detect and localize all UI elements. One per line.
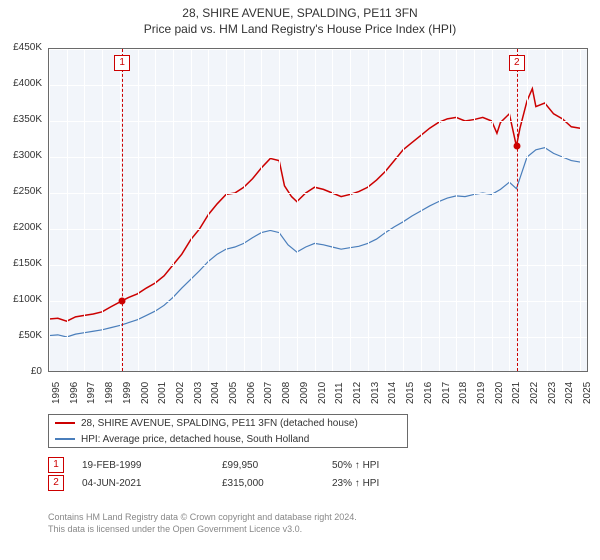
event-marker-box: 2 — [48, 475, 64, 491]
y-axis-label: £400K — [0, 78, 42, 89]
footer-text: Contains HM Land Registry data © Crown c… — [48, 512, 357, 535]
x-axis-label: 2011 — [334, 382, 345, 404]
event-row: 1 19-FEB-1999£99,95050% ↑ HPI — [48, 456, 379, 474]
x-axis-label: 2002 — [175, 382, 186, 404]
x-axis-label: 2008 — [281, 382, 292, 404]
x-axis-label: 2025 — [582, 382, 593, 404]
event-marker-box: 1 — [48, 457, 64, 473]
footer-line-1: Contains HM Land Registry data © Crown c… — [48, 512, 357, 524]
x-axis-label: 2004 — [210, 382, 221, 404]
y-axis-label: £150K — [0, 258, 42, 269]
x-axis-label: 2012 — [352, 382, 363, 404]
legend-row: HPI: Average price, detached house, Sout… — [49, 431, 407, 447]
event-date: 04-JUN-2021 — [82, 478, 222, 489]
events-table: 1 19-FEB-1999£99,95050% ↑ HPI 2 04-JUN-2021… — [48, 456, 379, 492]
x-axis-label: 2009 — [299, 382, 310, 404]
y-axis-label: £300K — [0, 150, 42, 161]
x-axis-label: 2018 — [458, 382, 469, 404]
x-axis-label: 1996 — [69, 382, 80, 404]
legend-text: HPI: Average price, detached house, Sout… — [81, 434, 309, 445]
event-price: £99,950 — [222, 460, 332, 471]
x-axis-label: 1995 — [51, 382, 62, 404]
sale-marker-dot — [119, 298, 126, 305]
x-axis-label: 2007 — [263, 382, 274, 404]
x-axis-label: 1997 — [86, 382, 97, 404]
y-axis-label: £200K — [0, 222, 42, 233]
x-axis-label: 2005 — [228, 382, 239, 404]
chart-lines — [49, 49, 589, 373]
title-line-2: Price paid vs. HM Land Registry's House … — [0, 22, 600, 36]
chart-container: 28, SHIRE AVENUE, SPALDING, PE11 3FN Pri… — [0, 0, 600, 560]
plot-area: 12 — [48, 48, 588, 372]
title-line-1: 28, SHIRE AVENUE, SPALDING, PE11 3FN — [0, 6, 600, 20]
event-row: 2 04-JUN-2021£315,00023% ↑ HPI — [48, 474, 379, 492]
x-axis-label: 2006 — [246, 382, 257, 404]
event-diff: 23% ↑ HPI — [332, 478, 379, 489]
x-axis-label: 2021 — [511, 382, 522, 404]
x-axis-label: 2024 — [564, 382, 575, 404]
legend-row: 28, SHIRE AVENUE, SPALDING, PE11 3FN (de… — [49, 415, 407, 431]
sale-marker-box: 2 — [509, 55, 525, 71]
y-axis-label: £0 — [0, 366, 42, 377]
x-axis-label: 2016 — [423, 382, 434, 404]
legend-text: 28, SHIRE AVENUE, SPALDING, PE11 3FN (de… — [81, 418, 358, 429]
x-axis-label: 2017 — [441, 382, 452, 404]
titles: 28, SHIRE AVENUE, SPALDING, PE11 3FN Pri… — [0, 0, 600, 36]
y-axis-label: £50K — [0, 330, 42, 341]
y-axis-label: £450K — [0, 42, 42, 53]
y-axis-label: £100K — [0, 294, 42, 305]
event-price: £315,000 — [222, 478, 332, 489]
x-axis-label: 2020 — [494, 382, 505, 404]
x-axis-label: 2013 — [370, 382, 381, 404]
sale-marker-dot — [513, 143, 520, 150]
sale-marker-box: 1 — [114, 55, 130, 71]
y-axis-label: £350K — [0, 114, 42, 125]
legend-swatch — [55, 438, 75, 440]
footer-line-2: This data is licensed under the Open Gov… — [48, 524, 357, 536]
x-axis-label: 2014 — [387, 382, 398, 404]
x-axis-label: 2015 — [405, 382, 416, 404]
x-axis-label: 2001 — [157, 382, 168, 404]
legend-box: 28, SHIRE AVENUE, SPALDING, PE11 3FN (de… — [48, 414, 408, 448]
sale-marker-line — [122, 49, 123, 371]
x-axis-label: 2019 — [476, 382, 487, 404]
event-date: 19-FEB-1999 — [82, 460, 222, 471]
x-axis-label: 2022 — [529, 382, 540, 404]
x-axis-label: 2010 — [317, 382, 328, 404]
x-axis-label: 2003 — [193, 382, 204, 404]
event-diff: 50% ↑ HPI — [332, 460, 379, 471]
x-axis-label: 1999 — [122, 382, 133, 404]
sale-marker-line — [517, 49, 518, 371]
x-axis-label: 2023 — [547, 382, 558, 404]
x-axis-label: 1998 — [104, 382, 115, 404]
x-axis-label: 2000 — [140, 382, 151, 404]
y-axis-label: £250K — [0, 186, 42, 197]
legend-swatch — [55, 422, 75, 424]
